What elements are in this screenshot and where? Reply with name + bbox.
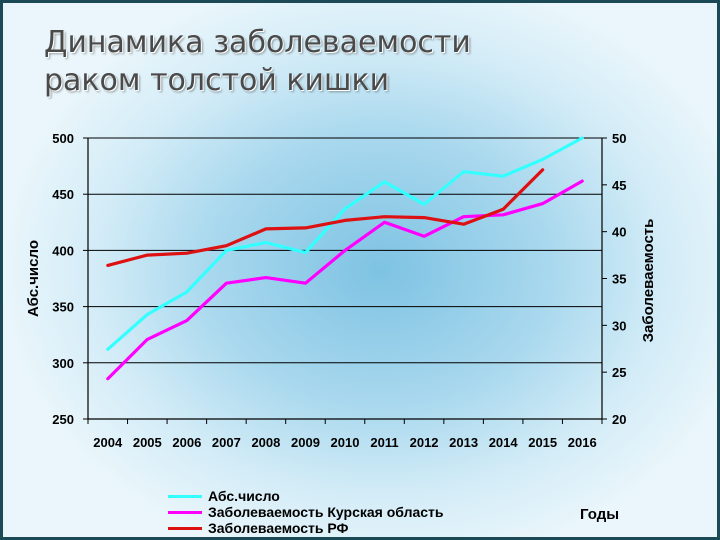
x-tick-label: 2011 xyxy=(370,435,398,450)
y-tick-label-left: 400 xyxy=(52,243,74,258)
series-line-kursk xyxy=(106,179,584,381)
x-tick-label: 2006 xyxy=(172,435,201,450)
title-line-1: Динамика заболеваемости xyxy=(44,25,471,60)
y-tick-label-left: 500 xyxy=(52,131,74,146)
x-tick-label: 2010 xyxy=(331,435,360,450)
x-tick-label: 2005 xyxy=(133,435,162,450)
x-tick-label: 2015 xyxy=(528,435,557,450)
legend-swatch-abs xyxy=(168,494,202,498)
legend-label-rf: Заболеваемость РФ xyxy=(208,520,349,536)
y-tick-label-right: 20 xyxy=(612,412,626,427)
y-tick-label-right: 30 xyxy=(612,318,626,333)
legend-item-rf: Заболеваемость РФ xyxy=(168,520,444,536)
legend-label-kursk: Заболеваемость Курская область xyxy=(208,504,444,520)
legend-swatch-kursk xyxy=(168,510,202,514)
y-tick-label-left: 450 xyxy=(52,187,74,202)
page-title: Динамика заболеваемости раком толстой ки… xyxy=(44,24,471,100)
legend-item-kursk: Заболеваемость Курская область xyxy=(168,504,444,520)
y-axis-label-right: Заболеваемость xyxy=(640,219,657,343)
y-tick-label-right: 35 xyxy=(612,272,626,287)
x-tick-label: 2013 xyxy=(449,435,478,450)
y-axis-label-left: Абс.число xyxy=(25,240,42,317)
y-tick-label-right: 40 xyxy=(612,225,626,240)
series-line-rf xyxy=(106,168,545,267)
y-tick-label-right: 45 xyxy=(612,178,626,193)
legend-swatch-rf xyxy=(168,526,202,530)
legend-item-abs: Абс.число xyxy=(168,488,444,504)
x-axis-label: Годы xyxy=(580,506,620,523)
chart-legend: Абс.число Заболеваемость Курская область… xyxy=(168,488,444,536)
y-tick-label-left: 250 xyxy=(52,412,74,427)
y-tick-label-right: 25 xyxy=(612,365,626,380)
x-tick-label: 2016 xyxy=(568,435,597,450)
y-tick-label-right: 50 xyxy=(612,131,626,146)
y-tick-label-left: 300 xyxy=(52,356,74,371)
x-tick-label: 2004 xyxy=(93,435,123,450)
title-line-2: раком толстой кишки xyxy=(44,63,390,98)
x-tick-label: 2009 xyxy=(291,435,320,450)
y-tick-label-left: 350 xyxy=(52,300,74,315)
x-tick-label: 2007 xyxy=(212,435,241,450)
legend-label-abs: Абс.число xyxy=(208,488,280,504)
series-line-abs xyxy=(106,136,584,351)
x-tick-label: 2008 xyxy=(251,435,280,450)
x-tick-label: 2012 xyxy=(410,435,439,450)
x-tick-label: 2014 xyxy=(489,435,519,450)
